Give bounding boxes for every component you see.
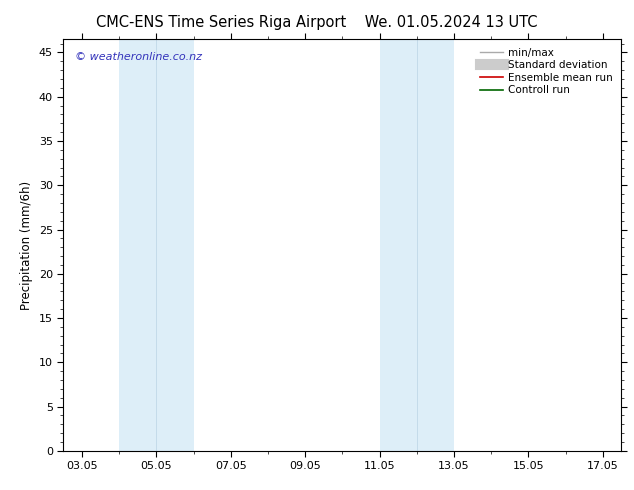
Bar xyxy=(417,39,454,451)
Y-axis label: Precipitation (mm/6h): Precipitation (mm/6h) xyxy=(20,180,34,310)
Text: © weatheronline.co.nz: © weatheronline.co.nz xyxy=(75,51,202,62)
Bar xyxy=(119,39,157,451)
Text: CMC-ENS Time Series Riga Airport    We. 01.05.2024 13 UTC: CMC-ENS Time Series Riga Airport We. 01.… xyxy=(96,15,538,30)
Legend: min/max, Standard deviation, Ensemble mean run, Controll run: min/max, Standard deviation, Ensemble me… xyxy=(477,45,616,98)
Bar xyxy=(157,39,193,451)
Bar xyxy=(380,39,417,451)
